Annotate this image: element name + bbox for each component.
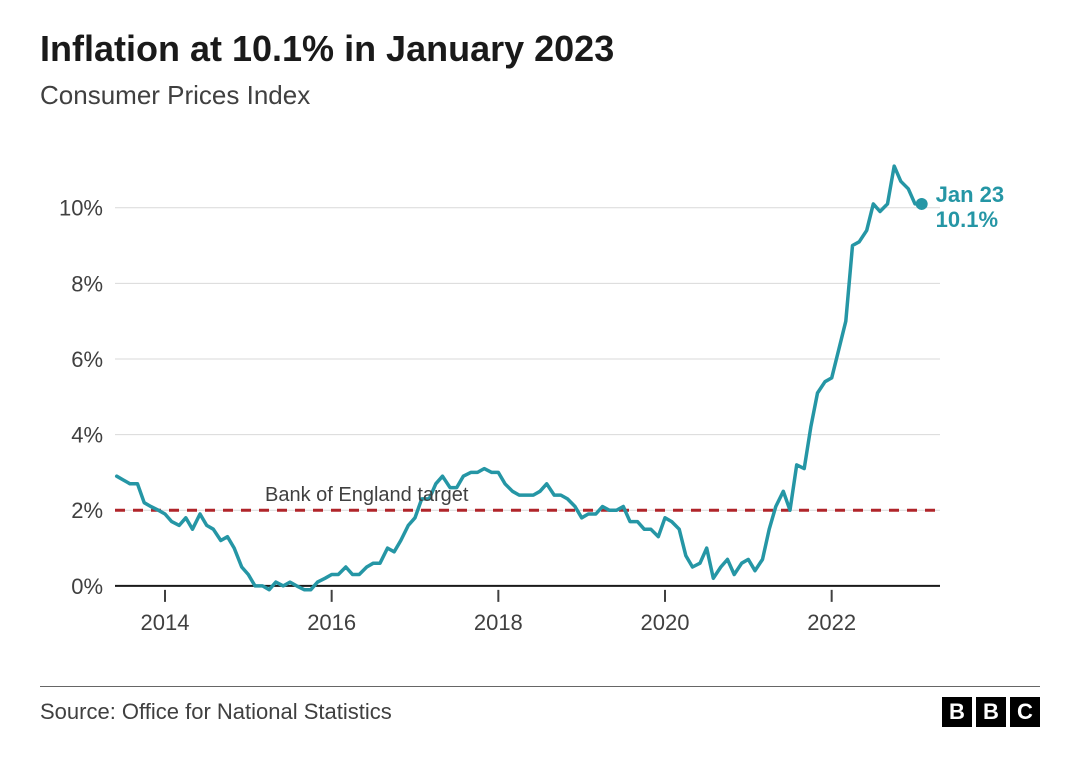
svg-text:2%: 2% bbox=[71, 498, 103, 523]
endpoint-label: Jan 23 10.1% bbox=[936, 182, 1005, 233]
bbc-logo: BBC bbox=[942, 697, 1040, 727]
endpoint-date: Jan 23 bbox=[936, 182, 1005, 207]
svg-text:4%: 4% bbox=[71, 423, 103, 448]
svg-text:2018: 2018 bbox=[474, 610, 523, 635]
logo-letter: B bbox=[976, 697, 1006, 727]
svg-text:2020: 2020 bbox=[641, 610, 690, 635]
svg-text:2014: 2014 bbox=[141, 610, 190, 635]
svg-text:6%: 6% bbox=[71, 347, 103, 372]
svg-text:2016: 2016 bbox=[307, 610, 356, 635]
svg-text:8%: 8% bbox=[71, 271, 103, 296]
svg-text:2022: 2022 bbox=[807, 610, 856, 635]
svg-text:10%: 10% bbox=[59, 196, 103, 221]
logo-letter: B bbox=[942, 697, 972, 727]
line-chart-svg: 0% 2% 4% 6% 8% 10% 2014 2016 2018 2020 2022 bbox=[40, 131, 1040, 661]
source-text: Source: Office for National Statistics bbox=[40, 699, 392, 725]
footer: Source: Office for National Statistics B… bbox=[40, 686, 1040, 727]
target-line-label: Bank of England target bbox=[265, 484, 468, 507]
svg-text:0%: 0% bbox=[71, 574, 103, 599]
endpoint-value: 10.1% bbox=[936, 207, 998, 232]
chart-title: Inflation at 10.1% in January 2023 bbox=[40, 28, 1040, 70]
chart-area: 0% 2% 4% 6% 8% 10% 2014 2016 2018 2020 2022 Bank o… bbox=[40, 131, 1040, 661]
chart-subtitle: Consumer Prices Index bbox=[40, 80, 1040, 111]
logo-letter: C bbox=[1010, 697, 1040, 727]
